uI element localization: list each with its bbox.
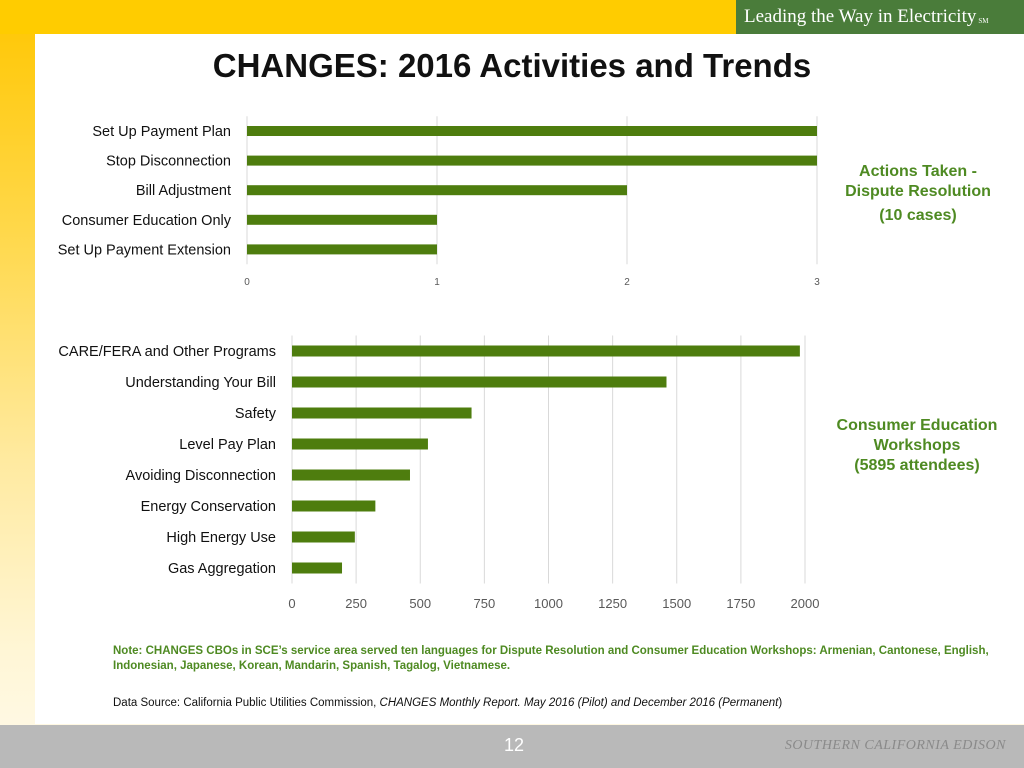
footer-bar <box>0 725 1024 768</box>
x-tick-label: 1 <box>434 277 440 288</box>
bar <box>247 185 627 196</box>
service-mark: SM <box>978 17 989 25</box>
x-tick-label: 1000 <box>534 596 563 611</box>
category-label: Energy Conservation <box>141 499 276 515</box>
category-label: Bill Adjustment <box>136 183 231 199</box>
footer-company-name: SOUTHERN CALIFORNIA EDISON <box>784 738 1006 753</box>
category-label: High Energy Use <box>166 530 276 546</box>
bar <box>292 469 410 481</box>
chart1-title-line2: Dispute Resolution <box>845 183 991 200</box>
data-source-suffix: ) <box>778 697 783 709</box>
x-tick-label: 3 <box>814 277 820 288</box>
data-source: Data Source: California Public Utilities… <box>113 697 782 709</box>
category-label: Stop Disconnection <box>106 154 231 170</box>
category-label: Understanding Your Bill <box>125 375 276 391</box>
brand-banner: Leading the Way in Electricity SM <box>736 0 1024 34</box>
bar <box>292 345 800 357</box>
bar <box>247 126 817 136</box>
category-label: Set Up Payment Extension <box>58 242 231 258</box>
x-tick-label: 2 <box>624 277 630 288</box>
data-source-prefix: Data Source: California Public Utilities… <box>113 697 380 709</box>
x-tick-label: 750 <box>474 596 496 611</box>
x-tick-label: 500 <box>409 596 431 611</box>
category-label: Avoiding Disconnection <box>126 468 276 484</box>
languages-note: Note: CHANGES CBOs in SCE’s service area… <box>113 645 989 672</box>
brand-tagline: Leading the Way in Electricity <box>744 6 977 27</box>
x-tick-label: 1500 <box>662 596 691 611</box>
consumer-education-label: Consumer Education Workshops (5895 atten… <box>826 416 1008 476</box>
category-label: CARE/FERA and Other Programs <box>58 344 276 360</box>
data-source-report: CHANGES Monthly Report. May 2016 (Pilot)… <box>379 697 779 709</box>
category-label: Set Up Payment Plan <box>92 124 231 140</box>
bar <box>292 376 667 388</box>
bar <box>247 214 437 225</box>
bar <box>247 244 437 255</box>
page-number: 12 <box>503 735 525 755</box>
x-tick-label: 2000 <box>791 596 820 611</box>
x-tick-label: 1250 <box>598 596 627 611</box>
dispute-resolution-chart: 0 1 2 3 Set Up Payment Plan Stop Disconnectio… <box>58 116 820 288</box>
chart1-case-count: (10 cases) <box>879 207 957 224</box>
chart2-title-line1: Consumer Education <box>836 417 998 434</box>
chart1-title-line1: Actions Taken - <box>859 163 977 180</box>
bar <box>292 407 472 419</box>
x-tick-label: 250 <box>345 596 367 611</box>
chart2-attendee-count: (5895 attendees) <box>854 457 980 474</box>
category-label: Gas Aggregation <box>168 561 276 577</box>
category-label: Safety <box>235 406 277 422</box>
bar <box>292 562 343 574</box>
chart2-title-line2: Workshops <box>873 437 961 454</box>
category-label: Level Pay Plan <box>179 437 276 453</box>
bar <box>292 500 376 512</box>
bar <box>292 438 428 450</box>
category-label: Consumer Education Only <box>62 213 232 229</box>
x-tick-label: 1750 <box>726 596 755 611</box>
dispute-resolution-label: Actions Taken - Dispute Resolution (10 c… <box>828 162 1008 226</box>
bar <box>247 155 817 166</box>
x-tick-label: 0 <box>288 596 295 611</box>
consumer-education-chart: 0 250 500 750 1000 1250 1500 1750 2000 CARE/FERA … <box>58 335 820 611</box>
bar <box>292 531 355 543</box>
x-tick-label: 0 <box>244 277 250 288</box>
slide-title: CHANGES: 2016 Activities and Trends <box>212 47 812 84</box>
